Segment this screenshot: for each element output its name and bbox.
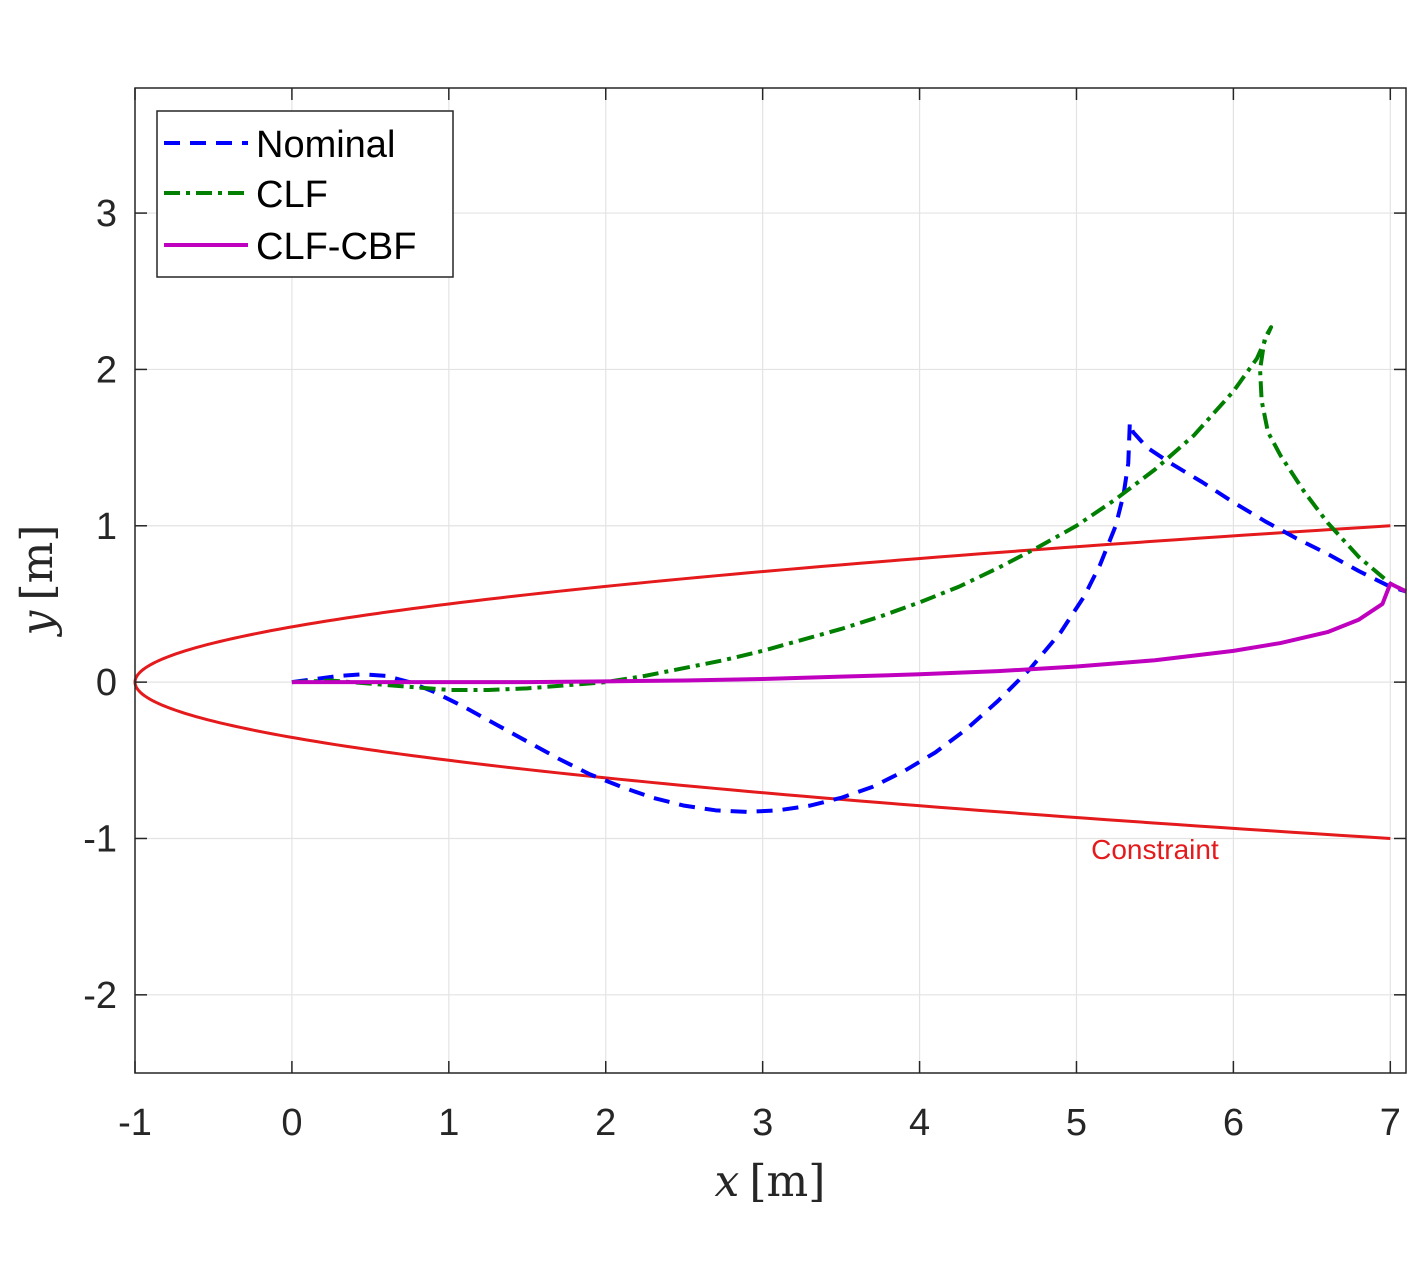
grid	[134, 88, 1406, 1073]
series-nominal	[291, 420, 1407, 814]
y-tick-label: 1	[96, 506, 117, 548]
tick-labels: -1 0 1 2 3 4 5 6 7 -2 -1 0 1 2 3	[83, 193, 1401, 1144]
y-axis-unit: [m]	[12, 525, 63, 601]
legend-label-clf: CLF	[256, 174, 328, 216]
y-tick-label: -2	[83, 975, 117, 1017]
legend-label-clf-cbf: CLF-CBF	[256, 226, 416, 268]
legend-label-nominal: Nominal	[256, 124, 395, 166]
x-tick-label: 6	[1223, 1102, 1244, 1144]
x-tick-label: 4	[909, 1102, 930, 1144]
series-clf	[291, 325, 1407, 692]
y-axis-var: y	[12, 609, 63, 637]
y-tick-label: -1	[83, 818, 117, 860]
series-clf-cbf	[291, 581, 1407, 685]
x-tick-label: 7	[1380, 1102, 1401, 1144]
legend: Nominal CLF CLF-CBF	[156, 110, 454, 278]
x-axis-unit: [m]	[749, 1156, 825, 1207]
x-axis-title: x [m]	[715, 1156, 826, 1207]
y-tick-label: 0	[96, 662, 117, 704]
ticks	[134, 88, 1406, 1073]
x-tick-label: 5	[1066, 1102, 1087, 1144]
y-axis-title: y [m]	[12, 525, 63, 638]
x-tick-label: 3	[752, 1102, 773, 1144]
x-tick-label: 0	[281, 1102, 302, 1144]
y-tick-label: 3	[96, 193, 117, 235]
y-tick-label: 2	[96, 349, 117, 391]
x-tick-label: 1	[438, 1102, 459, 1144]
x-tick-label: 2	[595, 1102, 616, 1144]
constraint-annotation: Constraint	[1091, 834, 1219, 865]
x-axis-var: x	[715, 1156, 740, 1207]
plot-frame	[134, 87, 1407, 1074]
x-tick-label: -1	[118, 1102, 152, 1144]
